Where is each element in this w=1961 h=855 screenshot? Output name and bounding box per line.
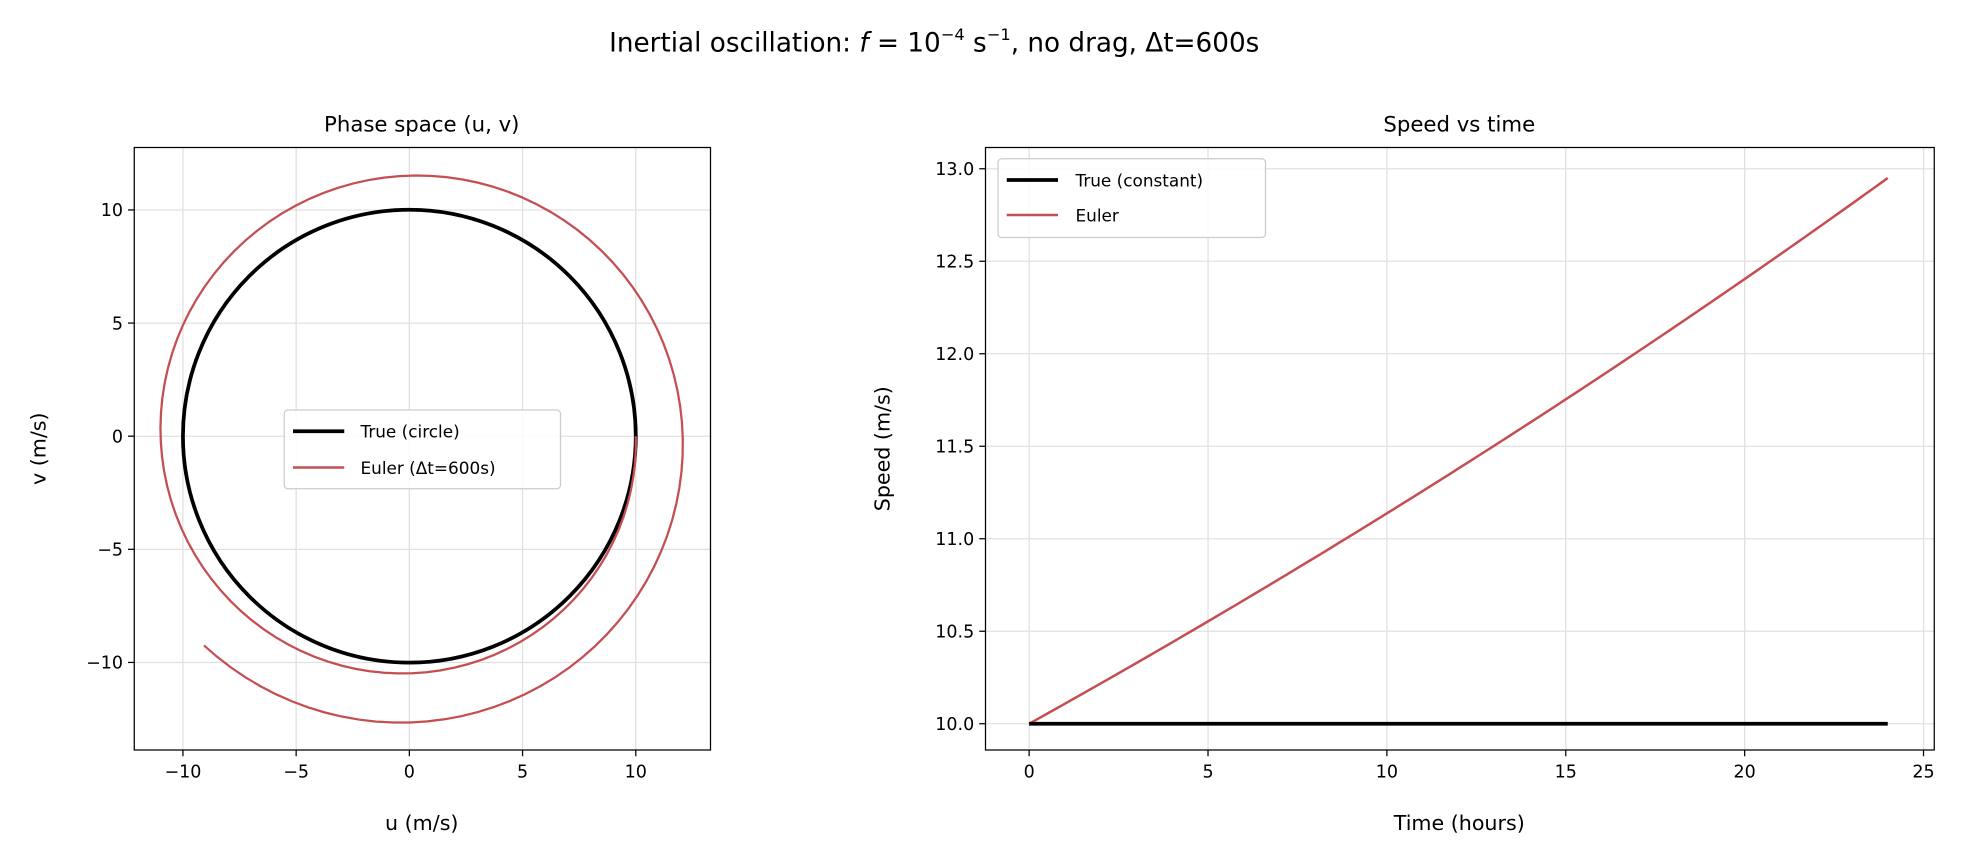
series	[159, 174, 684, 724]
x-tick-label: 15	[1555, 763, 1577, 783]
y-tick-label: 10.0	[935, 715, 974, 735]
y-tick-label: 10	[101, 201, 123, 221]
x-tick-label: 5	[517, 763, 528, 783]
axes-frame	[133, 146, 712, 751]
speed-axes: Speed vs time Time (hours) Speed (m/s) T…	[870, 112, 1935, 835]
phase-legend: True (circle) Euler (Δt=600s)	[283, 409, 562, 490]
legend-true-label: True (constant)	[1075, 170, 1204, 190]
y-tick-label: 11.5	[935, 438, 974, 458]
x-tick-label: 20	[1734, 763, 1756, 783]
legend-euler-label: Euler	[1076, 205, 1119, 225]
phase-x-label: u (m/s)	[385, 811, 458, 835]
y-tick-label: 13.0	[935, 160, 974, 180]
euler-speed-line	[1028, 177, 1889, 725]
speed-title: Speed vs time	[1383, 112, 1535, 137]
legend-true-label: True (circle)	[360, 422, 460, 442]
x-tick-label: 0	[1024, 763, 1035, 783]
phase-y-label: v (m/s)	[26, 412, 50, 485]
x-tick-label: −10	[164, 763, 201, 783]
y-tick-label: 11.0	[935, 530, 974, 550]
euler-spiral	[159, 174, 684, 724]
x-tick-label: −5	[283, 763, 309, 783]
figure-title: Inertial oscillation: f = 10−4 s−1, no d…	[609, 25, 1259, 58]
x-tick-label: 10	[625, 763, 647, 783]
y-tick-label: 0	[112, 427, 123, 447]
speed-legend: True (constant) Euler	[997, 158, 1267, 239]
phase-space-title: Phase space (u, v)	[324, 112, 519, 137]
x-tick-label: 5	[1202, 763, 1213, 783]
y-tick-label: 10.5	[935, 622, 974, 642]
axes-frame	[984, 146, 1935, 751]
y-tick-label: −5	[97, 541, 123, 561]
y-tick-label: 12.0	[935, 345, 974, 365]
legend-euler-label: Euler (Δt=600s)	[361, 458, 496, 478]
phase-space-axes: Phase space (u, v) u (m/s) v (m/s) True …	[26, 112, 712, 835]
speed-y-label: Speed (m/s)	[870, 386, 894, 511]
y-tick-label: 12.5	[935, 253, 974, 273]
x-tick-label: 25	[1912, 763, 1934, 783]
y-tick-label: −10	[86, 654, 123, 674]
speed-x-label: Time (hours)	[1393, 811, 1525, 835]
y-tick-label: 5	[112, 314, 123, 334]
series	[1028, 177, 1889, 726]
x-tick-label: 10	[1376, 763, 1398, 783]
x-tick-label: 0	[404, 763, 415, 783]
